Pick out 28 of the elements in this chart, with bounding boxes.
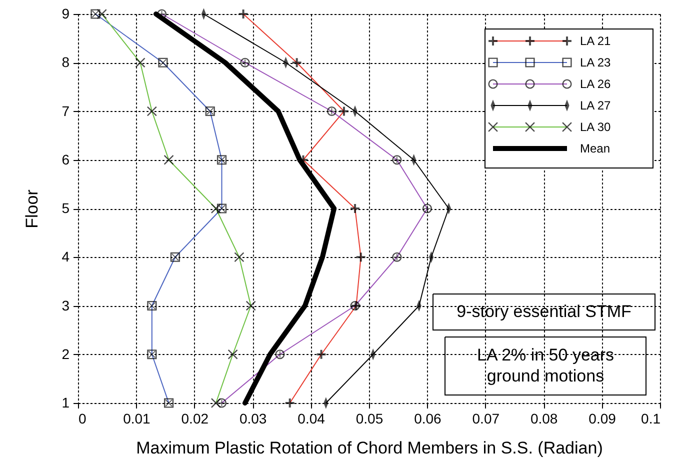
legend-label: LA 21 (580, 34, 612, 48)
legend-label: LA 26 (580, 77, 612, 91)
y-tick-label: 4 (62, 248, 70, 265)
y-tick-label: 8 (62, 54, 70, 70)
legend-label: LA 23 (580, 56, 612, 70)
y-axis-title: Floor (22, 189, 42, 228)
x-tick-label: 0.07 (472, 410, 500, 426)
y-tick-label: 2 (62, 346, 70, 362)
x-tick-label: 0.03 (239, 410, 267, 426)
y-tick-label: 3 (62, 297, 70, 314)
y-tick-label: 6 (62, 151, 70, 168)
y-tick-label: 7 (62, 102, 70, 119)
x-tick-label: 0.08 (530, 410, 558, 426)
text: Mean (580, 142, 610, 156)
x-tick-label: 0.05 (356, 410, 384, 426)
x-axis-title: Maximum Plastic Rotation of Chord Members in S.S. (Radian) (136, 438, 603, 458)
y-tick-label: 1 (62, 394, 70, 410)
x-tick-label: 0.04 (298, 410, 326, 426)
y-tick-label: 9 (62, 6, 70, 22)
x-tick-label: 0.06 (414, 410, 442, 426)
x-tick-label: 0 (78, 410, 86, 426)
y-tick-label: 5 (62, 200, 70, 216)
legend-label: LA 27 (580, 98, 612, 112)
x-tick-label: 0.09 (588, 410, 616, 426)
x-tick-label: 0.1 (641, 410, 661, 426)
x-tick-label: 0.01 (123, 410, 151, 426)
x-tick-label: 0.02 (181, 410, 209, 426)
legend-label: LA 30 (580, 120, 612, 134)
